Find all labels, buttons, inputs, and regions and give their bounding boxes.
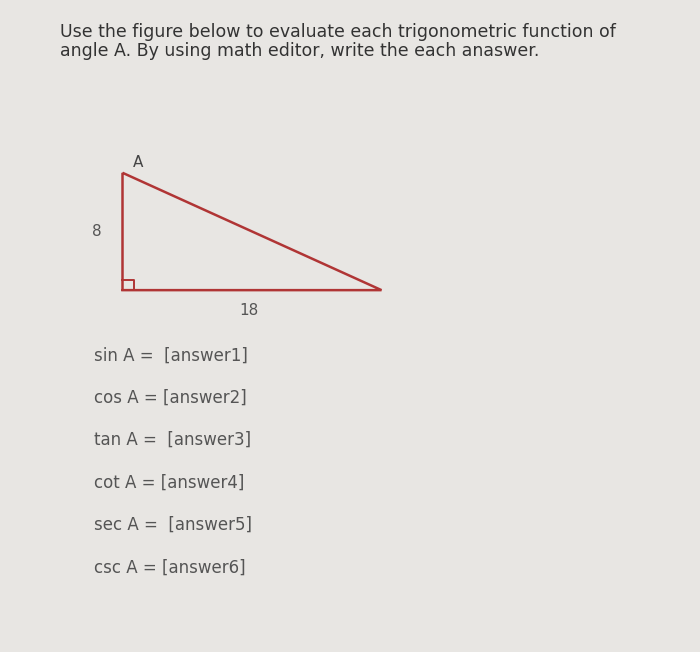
Text: angle A. By using math editor, write the each anaswer.: angle A. By using math editor, write the…: [60, 42, 539, 61]
Text: csc A = [answer6]: csc A = [answer6]: [94, 558, 246, 576]
Text: Use the figure below to evaluate each trigonometric function of: Use the figure below to evaluate each tr…: [60, 23, 615, 41]
Text: cot A = [answer4]: cot A = [answer4]: [94, 473, 245, 492]
Text: A: A: [133, 155, 144, 170]
Text: sec A =  [answer5]: sec A = [answer5]: [94, 516, 253, 534]
Text: 18: 18: [239, 303, 258, 318]
Text: cos A = [answer2]: cos A = [answer2]: [94, 389, 247, 407]
Text: tan A =  [answer3]: tan A = [answer3]: [94, 431, 251, 449]
Text: sin A =  [answer1]: sin A = [answer1]: [94, 346, 248, 364]
Text: 8: 8: [92, 224, 102, 239]
